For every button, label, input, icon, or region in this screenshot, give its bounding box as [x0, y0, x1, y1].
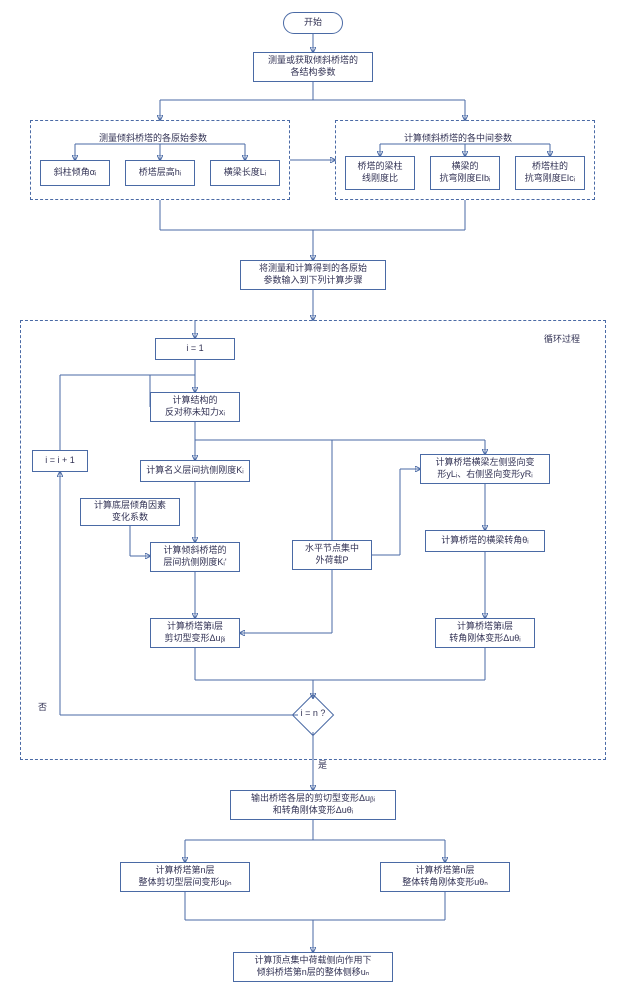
- horiz-load-node: 水平节点集中外荷载P: [292, 540, 372, 570]
- calc-beam-angle-label: 计算桥塔的横梁转角θᵢ: [441, 535, 528, 547]
- i-init-node: i = 1: [155, 338, 235, 360]
- loop-title: 循环过程: [540, 332, 584, 345]
- calc-inclined-k-label: 计算倾斜桥塔的层间抗侧刚度Kᵢ': [163, 545, 226, 568]
- calc-nominal-k-node: 计算名义层间抗侧刚度Kᵢ: [140, 460, 250, 482]
- no-label: 否: [38, 700, 47, 713]
- output-layers-node: 输出桥塔各层的剪切型变形Δuᵦᵢ和转角刚体变形Δuθᵢ: [230, 790, 396, 820]
- calc-beam-deform-node: 计算桥塔横梁左侧竖向变形yLᵢ、右侧竖向变形yRᵢ: [420, 454, 550, 484]
- raw-params-title: 测量倾斜桥塔的各原始参数: [95, 131, 211, 144]
- raw-b-label: 桥塔层高hᵢ: [139, 167, 181, 179]
- mid-b-label: 横梁的抗弯刚度EIbᵢ: [440, 161, 491, 184]
- flowchart-canvas: 开始 测量或获取倾斜桥塔的各结构参数 测量倾斜桥塔的各原始参数 斜柱倾角αᵢ 桥…: [0, 0, 626, 1000]
- horiz-load-label: 水平节点集中外荷载P: [305, 543, 359, 566]
- mid-c-label: 桥塔柱的抗弯刚度EIcᵢ: [525, 161, 575, 184]
- raw-c-label: 横梁长度Lᵢ: [224, 167, 266, 179]
- yes-label: 是: [318, 758, 327, 771]
- calc-nominal-k-label: 计算名义层间抗侧刚度Kᵢ: [146, 465, 243, 477]
- raw-param-l: 横梁长度Lᵢ: [210, 160, 280, 186]
- i-inc-label: i = i + 1: [45, 455, 75, 467]
- calc-rot-def-node: 计算桥塔第i层转角刚体变形Δuθᵢ: [435, 618, 535, 648]
- raw-param-alpha: 斜柱倾角αᵢ: [40, 160, 110, 186]
- measure-label: 测量或获取倾斜桥塔的各结构参数: [268, 55, 358, 78]
- final-node: 计算顶点集中荷载侧向作用下倾斜桥塔第n层的整体侧移uₙ: [233, 952, 393, 982]
- calc-antisym-node: 计算结构的反对称未知力xᵢ: [150, 392, 240, 422]
- start-node: 开始: [283, 12, 343, 34]
- calc-antisym-label: 计算结构的反对称未知力xᵢ: [165, 395, 225, 418]
- start-label: 开始: [304, 17, 322, 29]
- i-inc-node: i = i + 1: [32, 450, 88, 472]
- calc-shear-def-label: 计算桥塔第i层剪切型变形Δuᵦᵢ: [165, 621, 226, 644]
- input-step-label: 将测量和计算得到的各原始参数输入到下列计算步骤: [259, 263, 367, 286]
- mid-param-ratio: 桥塔的梁柱线刚度比: [345, 156, 415, 190]
- raw-param-h: 桥塔层高hᵢ: [125, 160, 195, 186]
- calc-n-rot-label: 计算桥塔第n层整体转角刚体变形uθₙ: [402, 865, 488, 888]
- calc-beam-deform-label: 计算桥塔横梁左侧竖向变形yLᵢ、右侧竖向变形yRᵢ: [435, 457, 534, 480]
- mid-param-eic: 桥塔柱的抗弯刚度EIcᵢ: [515, 156, 585, 190]
- measure-node: 测量或获取倾斜桥塔的各结构参数: [253, 52, 373, 82]
- i1-label: i = 1: [186, 343, 203, 355]
- calc-inclined-k-node: 计算倾斜桥塔的层间抗侧刚度Kᵢ': [150, 542, 240, 572]
- calc-bottom-coef-node: 计算底层倾角因素变化系数: [80, 498, 180, 526]
- calc-n-rot-node: 计算桥塔第n层整体转角刚体变形uθₙ: [380, 862, 510, 892]
- calc-beam-angle-node: 计算桥塔的横梁转角θᵢ: [425, 530, 545, 552]
- calc-shear-def-node: 计算桥塔第i层剪切型变形Δuᵦᵢ: [150, 618, 240, 648]
- calc-bottom-coef-label: 计算底层倾角因素变化系数: [94, 500, 166, 523]
- input-step-node: 将测量和计算得到的各原始参数输入到下列计算步骤: [240, 260, 386, 290]
- calc-n-shear-label: 计算桥塔第n层整体剪切型层间变形uᵦₙ: [138, 865, 231, 888]
- calc-n-shear-node: 计算桥塔第n层整体剪切型层间变形uᵦₙ: [120, 862, 250, 892]
- mid-param-eib: 横梁的抗弯刚度EIbᵢ: [430, 156, 500, 190]
- calc-rot-def-label: 计算桥塔第i层转角刚体变形Δuθᵢ: [449, 621, 520, 644]
- mid-a-label: 桥塔的梁柱线刚度比: [357, 161, 402, 184]
- mid-params-title: 计算倾斜桥塔的各中间参数: [400, 131, 516, 144]
- final-label: 计算顶点集中荷载侧向作用下倾斜桥塔第n层的整体侧移uₙ: [254, 955, 371, 978]
- output-layers-label: 输出桥塔各层的剪切型变形Δuᵦᵢ和转角刚体变形Δuθᵢ: [251, 793, 375, 816]
- raw-a-label: 斜柱倾角αᵢ: [54, 167, 97, 179]
- decision-label: i = n ?: [298, 708, 328, 718]
